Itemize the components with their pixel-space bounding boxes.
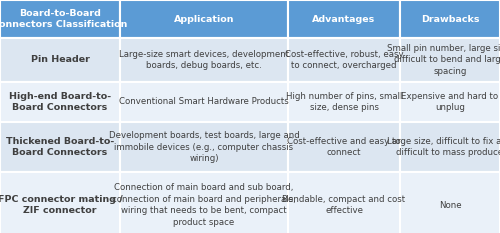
Text: Advantages: Advantages <box>312 14 376 24</box>
Text: None: None <box>438 201 462 209</box>
Bar <box>400 172 500 233</box>
Bar <box>120 172 288 233</box>
Bar <box>288 38 400 82</box>
Text: High number of pins, small
size, dense pins: High number of pins, small size, dense p… <box>286 92 402 112</box>
Bar <box>120 122 288 172</box>
Bar <box>400 38 500 82</box>
Bar <box>0 122 120 172</box>
Text: Bendable, compact and cost
effective: Bendable, compact and cost effective <box>282 195 406 215</box>
Bar <box>0 38 120 82</box>
Text: Connection of main board and sub board,
connection of main board and peripherals: Connection of main board and sub board, … <box>112 183 296 227</box>
Bar <box>400 122 500 172</box>
Text: Cost-effective, robust, easy
to connect, overcharged: Cost-effective, robust, easy to connect,… <box>284 50 404 70</box>
Bar <box>120 82 288 122</box>
Text: Development boards, test boards, large and
immobile devices (e.g., computer chas: Development boards, test boards, large a… <box>108 131 300 163</box>
Text: Cost-effective and easy to
connect: Cost-effective and easy to connect <box>287 137 401 157</box>
Bar <box>0 0 120 38</box>
Text: Application: Application <box>174 14 234 24</box>
Text: Expensive and hard to
unplug: Expensive and hard to unplug <box>402 92 498 112</box>
Bar <box>120 38 288 82</box>
Text: Drawbacks: Drawbacks <box>421 14 479 24</box>
Text: Small pin number, large size,
difficult to bend and large
spacing: Small pin number, large size, difficult … <box>387 44 500 76</box>
Text: Large size, difficult to fix and
difficult to mass produce: Large size, difficult to fix and difficu… <box>388 137 500 157</box>
Bar <box>288 0 400 38</box>
Bar <box>0 82 120 122</box>
Bar <box>400 82 500 122</box>
Text: Pin Header: Pin Header <box>30 55 90 65</box>
Text: Conventional Smart Hardware Products: Conventional Smart Hardware Products <box>119 97 289 106</box>
Bar <box>0 172 120 233</box>
Bar <box>120 0 288 38</box>
Text: FPC connector mating /
ZIF connector: FPC connector mating / ZIF connector <box>0 195 122 215</box>
Bar <box>400 0 500 38</box>
Text: High-end Board-to-
Board Connectors: High-end Board-to- Board Connectors <box>9 92 111 112</box>
Bar <box>288 122 400 172</box>
Text: Thickened Board-to-
Board Connectors: Thickened Board-to- Board Connectors <box>6 137 114 157</box>
Bar <box>288 172 400 233</box>
Text: Large-size smart devices, development
boards, debug boards, etc.: Large-size smart devices, development bo… <box>119 50 289 70</box>
Bar <box>288 82 400 122</box>
Text: Board-to-Board
Connectors Classification: Board-to-Board Connectors Classification <box>0 9 128 29</box>
